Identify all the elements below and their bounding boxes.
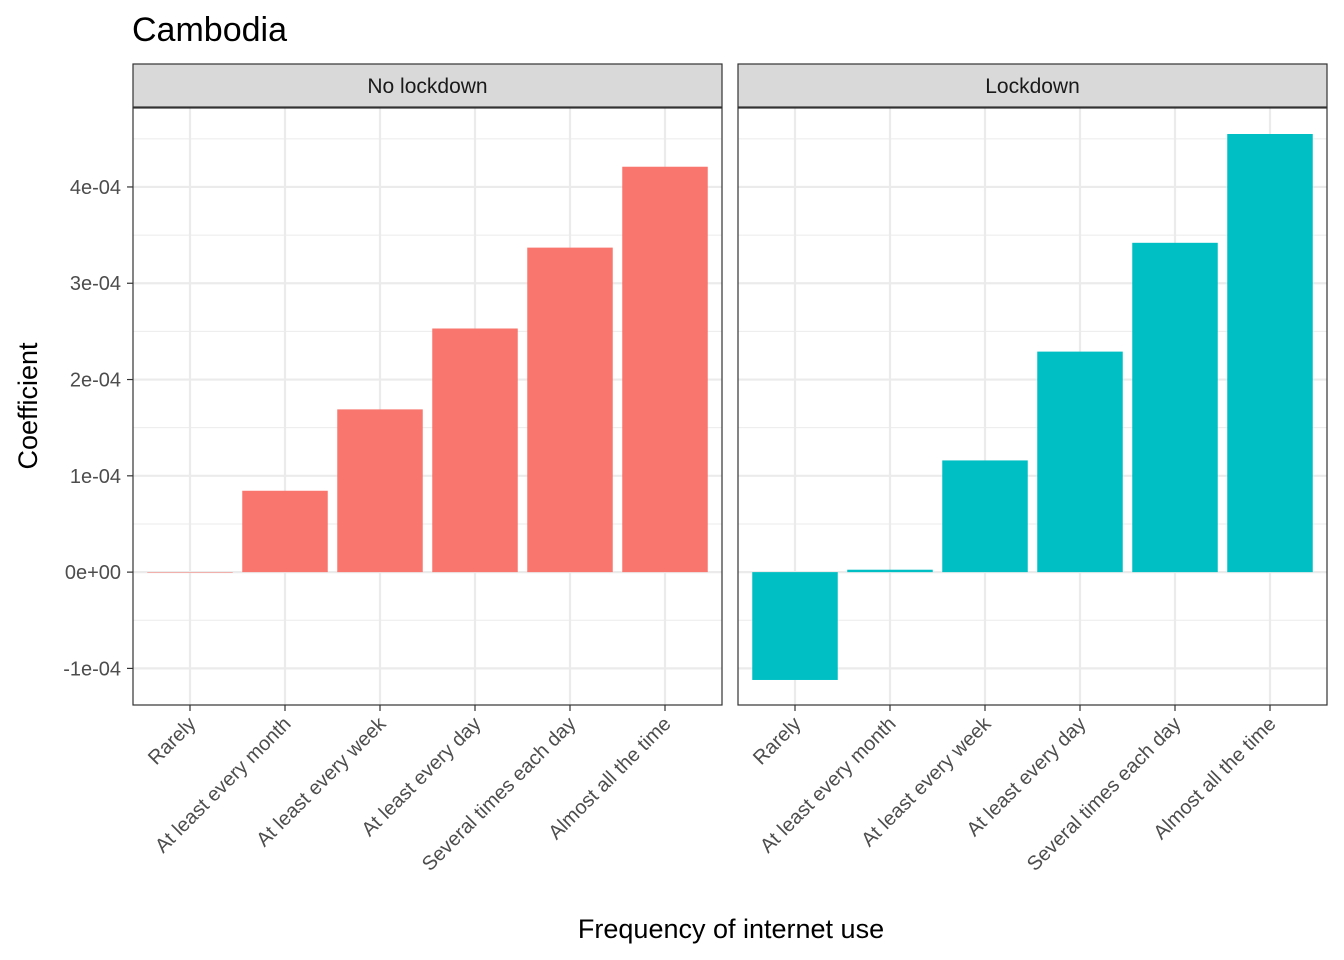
y-tick-label: 4e-04 <box>70 177 121 199</box>
y-axis-title: Coefficient <box>13 342 43 470</box>
y-tick-label: 3e-04 <box>70 273 121 295</box>
y-tick-label: 2e-04 <box>70 370 121 392</box>
bar-0-5 <box>622 166 708 573</box>
x-tick-label: Rarely <box>144 713 200 769</box>
facet-strip <box>737 63 1328 108</box>
bar-1-2 <box>942 460 1028 573</box>
bar-1-0 <box>752 572 838 680</box>
x-tick-label: Rarely <box>749 713 805 769</box>
y-tick-label: -1e-04 <box>63 658 121 680</box>
x-tick-label: Several times each day <box>1023 713 1186 876</box>
chart-title: Cambodia <box>132 11 287 49</box>
panel-border <box>132 107 723 706</box>
facet-strip-label: Lockdown <box>985 75 1080 98</box>
facet-strip-label: No lockdown <box>367 75 487 98</box>
x-axis-title: Frequency of internet use <box>578 914 884 944</box>
bar-1-5 <box>1227 133 1313 573</box>
bar-1-4 <box>1132 242 1218 573</box>
x-tick-label: Several times each day <box>418 713 581 876</box>
y-axis: -1e-04 0e+00 1e-04 2e-04 3e-04 4e-04 <box>63 177 133 680</box>
bar-0-0 <box>147 572 233 573</box>
bar-0-4 <box>527 247 613 573</box>
y-tick-label: 1e-04 <box>70 466 121 488</box>
panel-border <box>737 107 1328 706</box>
facet-strip <box>132 63 723 108</box>
bar-1-3 <box>1037 351 1123 573</box>
y-tick-label: 0e+00 <box>65 562 121 584</box>
bar-0-3 <box>432 328 518 573</box>
bar-1-1 <box>847 569 933 573</box>
bar-0-1 <box>242 490 328 573</box>
bar-0-2 <box>337 409 423 573</box>
